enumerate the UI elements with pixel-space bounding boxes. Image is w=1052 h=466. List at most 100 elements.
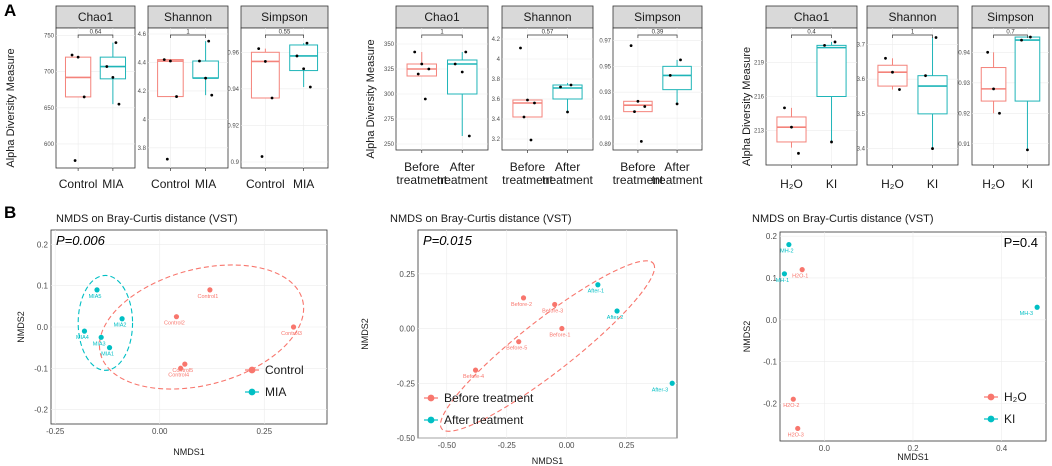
x-category-label: KI [826, 177, 837, 191]
data-point [595, 282, 601, 288]
y-tick-label: 3.6 [857, 77, 866, 83]
y-tick-label: 350 [384, 42, 395, 48]
x-category-line: treatment [542, 173, 593, 187]
y-tick-label: 4.2 [492, 37, 501, 43]
data-point [1034, 304, 1040, 310]
nmds-plot-3: NMDS on Bray-Curtis distance (VST) -0.2 -0… [742, 213, 1047, 462]
data-point [105, 65, 109, 68]
data-point [629, 44, 633, 48]
legend-key-dot [427, 394, 435, 402]
significance-bracket [527, 34, 568, 38]
x-tick-label: 0.0 [819, 444, 831, 453]
significance-bracket [791, 34, 832, 38]
data-point [675, 102, 679, 106]
y-tick-label: 0.97 [599, 38, 611, 44]
facet-panel [55, 27, 136, 169]
data-point [1028, 35, 1032, 39]
point-label: Control2 [164, 321, 185, 327]
x-tick-label: 0.25 [256, 427, 272, 436]
x-category-line: After [555, 160, 580, 174]
x-axis-label: NMDS1 [897, 452, 929, 462]
x-category-line: treatment [396, 173, 447, 187]
point-label: H2O-2 [783, 403, 799, 409]
data-point [73, 159, 77, 162]
data-point [830, 140, 833, 144]
data-point [204, 76, 208, 80]
y-tick-label: 0.00 [399, 325, 415, 334]
x-category-label: Control [59, 177, 98, 191]
data-point [1020, 38, 1023, 42]
data-point [833, 40, 837, 44]
data-point [423, 97, 427, 101]
y-tick-label: -0.2 [763, 399, 777, 408]
data-point [668, 74, 672, 77]
y-tick-label: 0.0 [766, 316, 778, 325]
y-tick-label: -0.25 [397, 379, 416, 388]
y-tick-label: 0.25 [399, 270, 415, 279]
x-axis-label: NMDS1 [532, 456, 564, 466]
p-value-label: P=0.4 [1004, 235, 1038, 250]
y-tick-label: 0.95 [599, 64, 611, 70]
x-category-line: treatment [437, 173, 488, 187]
ellipse-layer [77, 264, 305, 390]
data-point [111, 75, 115, 79]
significance-bracket [637, 34, 678, 38]
plot-title: NMDS on Bray-Curtis distance (VST) [390, 213, 572, 225]
data-point [270, 96, 274, 100]
x-category-label: MIA [195, 177, 216, 191]
y-axis-label: NMDS2 [16, 311, 26, 343]
y-tick-label: 0.89 [599, 142, 611, 148]
alpha-group-3: Alpha Diversity Measure Chao1 213 216 219 0.4… [741, 5, 1050, 191]
x-category-line: H₂O [780, 177, 803, 191]
y-tick-label: 0.1 [766, 274, 778, 283]
box-body [917, 75, 948, 115]
data-point [207, 39, 211, 43]
data-point [520, 295, 527, 301]
data-point [669, 380, 675, 386]
data-point [290, 324, 297, 330]
data-point [931, 147, 934, 150]
point-label: Before-3 [542, 308, 563, 314]
point-label: Before-2 [511, 302, 532, 308]
p-value-label: 0.7 [1006, 30, 1015, 36]
data-point [795, 425, 801, 432]
box-body [662, 65, 692, 91]
data-point [169, 59, 172, 63]
plot-title: NMDS on Bray-Curtis distance (VST) [56, 213, 238, 225]
data-point [633, 110, 636, 114]
x-category-label: KI [1022, 177, 1033, 191]
x-category-label: After treatment [542, 160, 593, 187]
data-point [207, 287, 213, 293]
data-point [1026, 148, 1029, 152]
data-point [522, 115, 526, 119]
data-point [178, 365, 184, 371]
data-point [76, 55, 80, 59]
x-category-line: Control [246, 177, 285, 191]
y-tick-label: -0.1 [34, 364, 48, 373]
significance-bracket [421, 34, 463, 38]
y-tick-label: 650 [44, 106, 55, 112]
y-tick-label: 4.4 [138, 60, 147, 66]
p-value-label: 1 [911, 30, 915, 36]
legend-key-dot [248, 366, 256, 374]
data-point [453, 62, 457, 66]
x-category-line: MIA [102, 177, 123, 191]
y-tick-label: 3.4 [492, 117, 501, 123]
confidence-ellipse [439, 260, 656, 432]
facet-title: Chao1 [78, 10, 114, 24]
y-tick-label: 750 [44, 33, 55, 39]
alpha-group-2: Alpha Diversity Measure Chao1 250 275 300 325… [365, 5, 703, 187]
data-point [119, 316, 125, 322]
facet-chao1: Chao1 250 275 300 325 350 1 Before treatmentAfte… [384, 5, 489, 187]
data-point [472, 367, 479, 373]
y-tick-label: 0.96 [227, 50, 239, 56]
y-tick-label: 0.94 [958, 50, 970, 56]
y-tick-label: 219 [754, 60, 765, 66]
x-tick-label: 0.4 [996, 444, 1008, 453]
facet-simpson: Simpson 0.9 0.92 0.94 0.96 0.55 Control MIA [227, 5, 329, 191]
confidence-ellipse [77, 274, 134, 371]
data-point [636, 99, 640, 103]
x-category-line: After [450, 160, 475, 174]
y-tick-label: 3.4 [857, 147, 866, 153]
box-body [623, 100, 653, 113]
